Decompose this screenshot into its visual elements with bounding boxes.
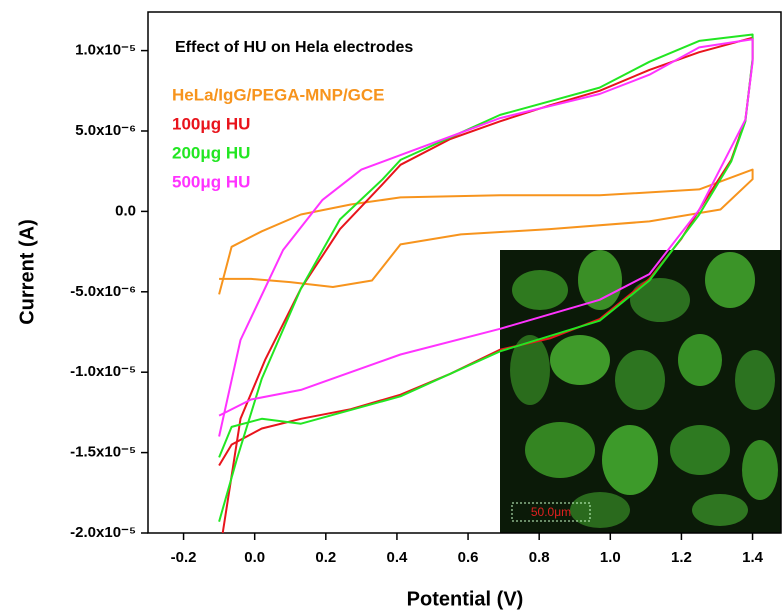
y-tick-label: -2.0x10⁻⁵ [70, 524, 136, 541]
legend-label: HeLa/IgG/PEGA-MNP/GCE [172, 85, 385, 104]
x-axis-title: Potential (V) [407, 588, 524, 610]
legend-label: 500μg HU [172, 172, 250, 191]
y-tick-label: 0.0 [115, 202, 136, 219]
x-tick-label: 0.4 [387, 549, 409, 566]
x-tick-label: 1.0 [600, 549, 621, 566]
inset-image: 50.0μm [500, 250, 781, 533]
y-tick-label: 5.0x10⁻⁶ [75, 122, 136, 139]
y-tick-label: -1.5x10⁻⁵ [70, 444, 136, 461]
legend-label: 200μg HU [172, 143, 250, 162]
y-tick-label: 1.0x10⁻⁵ [75, 42, 136, 59]
legend-label: 100μg HU [172, 114, 250, 133]
y-tick-label: -1.0x10⁻⁵ [70, 363, 136, 380]
x-tick-label: 0.8 [529, 549, 550, 566]
x-tick-label: 1.2 [671, 549, 692, 566]
x-tick-label: 1.4 [742, 549, 764, 566]
y-tick-label: -5.0x10⁻⁶ [70, 283, 136, 300]
chart: 50.0μm Effect of HU on Hela electrodes P… [0, 0, 783, 615]
y-axis-title: Current (A) [16, 219, 38, 325]
x-tick-label: 0.2 [315, 549, 336, 566]
x-tick-label: -0.2 [171, 549, 197, 566]
x-tick-label: 0.0 [244, 549, 265, 566]
inset-scale-label: 50.0μm [531, 505, 571, 519]
x-tick-label: 0.6 [458, 549, 479, 566]
annotation: Effect of HU on Hela electrodes [175, 39, 413, 56]
